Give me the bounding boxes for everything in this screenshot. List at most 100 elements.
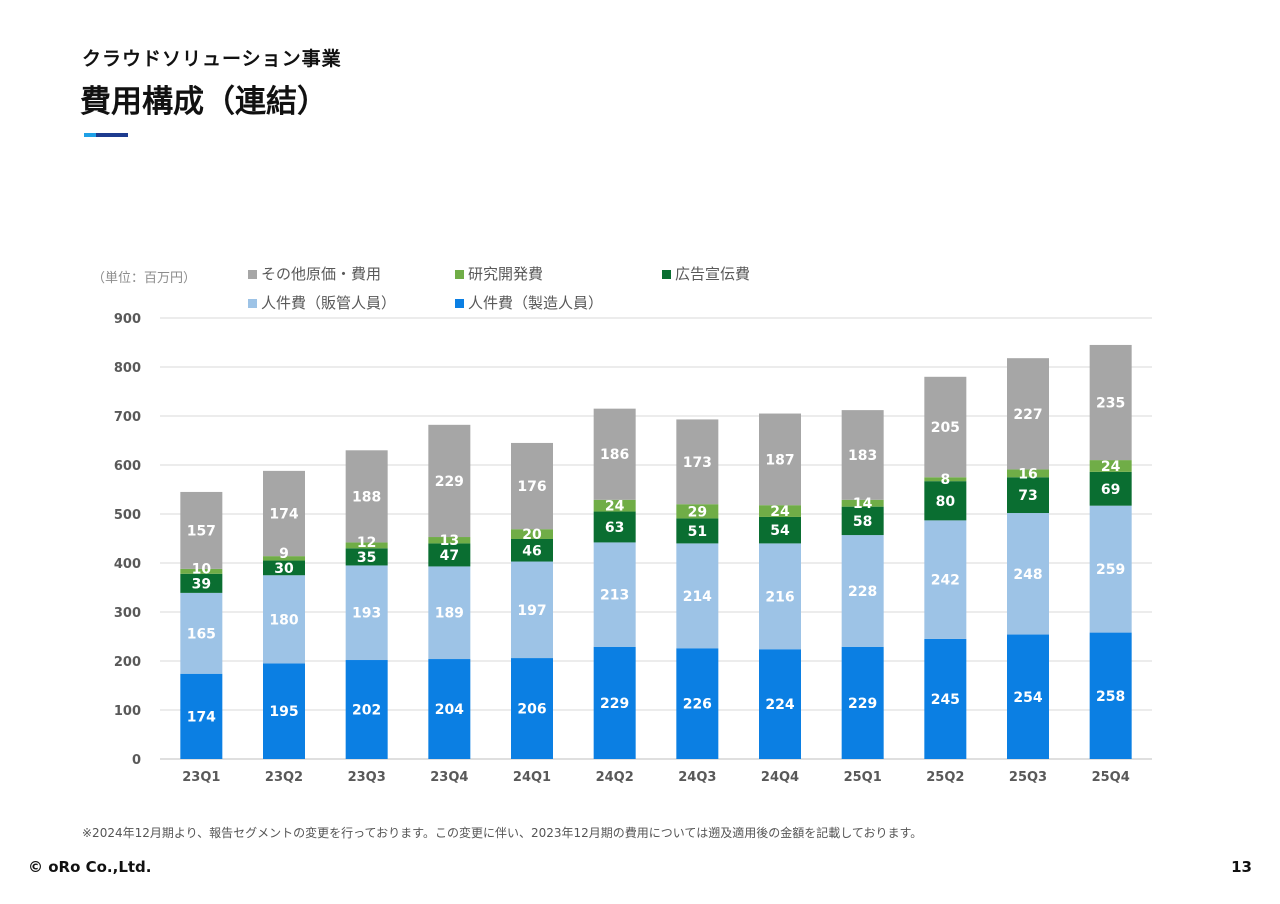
- bar-segment: [593, 499, 636, 512]
- bar-segment: [593, 542, 636, 647]
- bar-segment: [841, 499, 884, 507]
- data-label: 46: [522, 543, 541, 559]
- data-label: 47: [440, 548, 459, 564]
- data-label: 176: [517, 479, 546, 495]
- title-accent-light: [84, 133, 96, 137]
- data-label: 24: [605, 499, 625, 515]
- data-label: 157: [187, 523, 216, 539]
- bar-segment: [759, 649, 801, 759]
- legend-swatch: [662, 270, 671, 279]
- unit-label: （単位：百万円）: [92, 270, 196, 286]
- data-label: 248: [1013, 567, 1042, 583]
- bar-segment: [1007, 469, 1049, 478]
- bar-segment: [593, 408, 636, 500]
- data-label: 205: [931, 420, 960, 436]
- bar-segment: [345, 450, 388, 543]
- data-label: 197: [517, 603, 546, 619]
- legend-swatch: [248, 270, 257, 279]
- x-tick-label: 25Q2: [926, 770, 964, 785]
- legend-swatch: [248, 299, 257, 308]
- data-label: 20: [522, 527, 542, 543]
- bar-segment: [428, 566, 471, 660]
- bar-segment: [676, 419, 719, 505]
- data-label: 226: [683, 697, 712, 713]
- data-label: 216: [765, 589, 794, 605]
- y-tick-label: 500: [114, 508, 141, 523]
- data-label: 54: [770, 523, 790, 539]
- page-title: 費用構成（連結）: [80, 84, 328, 120]
- section-subtitle: クラウドソリューション事業: [82, 48, 342, 70]
- bar-segment: [924, 481, 967, 521]
- data-label: 228: [848, 584, 877, 600]
- bar-segment: [1007, 477, 1049, 514]
- bar-segment: [345, 660, 388, 759]
- data-label: 224: [765, 697, 794, 713]
- bar-segment: [841, 535, 884, 647]
- legend-label: 人件費（製造人員）: [468, 294, 603, 312]
- legend-swatch: [455, 270, 464, 279]
- bar-segment: [1089, 344, 1132, 461]
- bar-segment: [593, 646, 636, 759]
- data-label: 30: [274, 561, 294, 577]
- data-label: 227: [1013, 407, 1042, 423]
- x-tick-label: 23Q4: [430, 770, 468, 785]
- data-label: 213: [600, 588, 629, 604]
- bar-segment: [841, 646, 884, 759]
- data-label: 63: [605, 520, 624, 536]
- bar-segment: [841, 506, 884, 536]
- data-label: 189: [435, 606, 464, 622]
- bar-segment: [676, 504, 719, 519]
- company-logo: © oRo Co.,Ltd.: [28, 858, 152, 876]
- data-label: 214: [683, 589, 712, 605]
- bar-segment: [345, 548, 388, 566]
- y-tick-label: 900: [114, 312, 141, 327]
- data-label: 174: [187, 709, 216, 725]
- data-label: 235: [1096, 396, 1125, 412]
- data-label: 80: [936, 494, 956, 510]
- data-label: 258: [1096, 689, 1125, 705]
- bar-segment: [511, 538, 553, 562]
- bar-segment: [924, 477, 967, 482]
- bar-segment: [511, 658, 553, 759]
- data-label: 173: [683, 455, 712, 471]
- x-tick-label: 25Q3: [1009, 770, 1047, 785]
- data-label: 187: [765, 452, 794, 468]
- y-tick-label: 700: [114, 410, 141, 425]
- data-label: 24: [770, 504, 790, 520]
- bar-segment: [263, 556, 305, 561]
- bar-segment: [759, 516, 801, 544]
- bar-segment: [263, 663, 305, 759]
- data-label: 229: [848, 696, 877, 712]
- data-label: 10: [192, 561, 212, 577]
- bar-segment: [263, 575, 305, 664]
- data-label: 24: [1101, 459, 1121, 475]
- bar-segment: [428, 543, 471, 567]
- data-label: 202: [352, 703, 381, 719]
- data-label: 174: [269, 507, 298, 523]
- x-tick-label: 23Q3: [348, 770, 386, 785]
- footnote: ※2024年12月期より、報告セグメントの変更を行っております。この変更に伴い、…: [82, 826, 923, 840]
- bar-segment: [263, 470, 305, 557]
- x-tick-label: 24Q1: [513, 770, 551, 785]
- data-label: 58: [853, 514, 872, 530]
- data-label: 29: [688, 504, 707, 520]
- data-label: 16: [1018, 466, 1037, 482]
- bar-segment: [1089, 505, 1132, 633]
- x-tick-label: 24Q4: [761, 770, 799, 785]
- bar-segment: [180, 573, 223, 593]
- x-tick-label: 25Q4: [1092, 770, 1130, 785]
- legend-label: その他原価・費用: [261, 265, 381, 283]
- legend-label: 研究開発費: [468, 265, 543, 283]
- data-label: 193: [352, 606, 381, 622]
- bar-segment: [511, 561, 553, 659]
- title-accent-dark: [96, 133, 128, 137]
- y-tick-label: 200: [114, 655, 141, 670]
- bar-segment: [180, 592, 223, 674]
- data-label: 183: [848, 448, 877, 464]
- bar-segment: [1089, 632, 1132, 759]
- x-tick-label: 25Q1: [844, 770, 882, 785]
- y-tick-label: 100: [114, 704, 141, 719]
- data-label: 229: [600, 696, 629, 712]
- bar-segment: [1089, 471, 1132, 506]
